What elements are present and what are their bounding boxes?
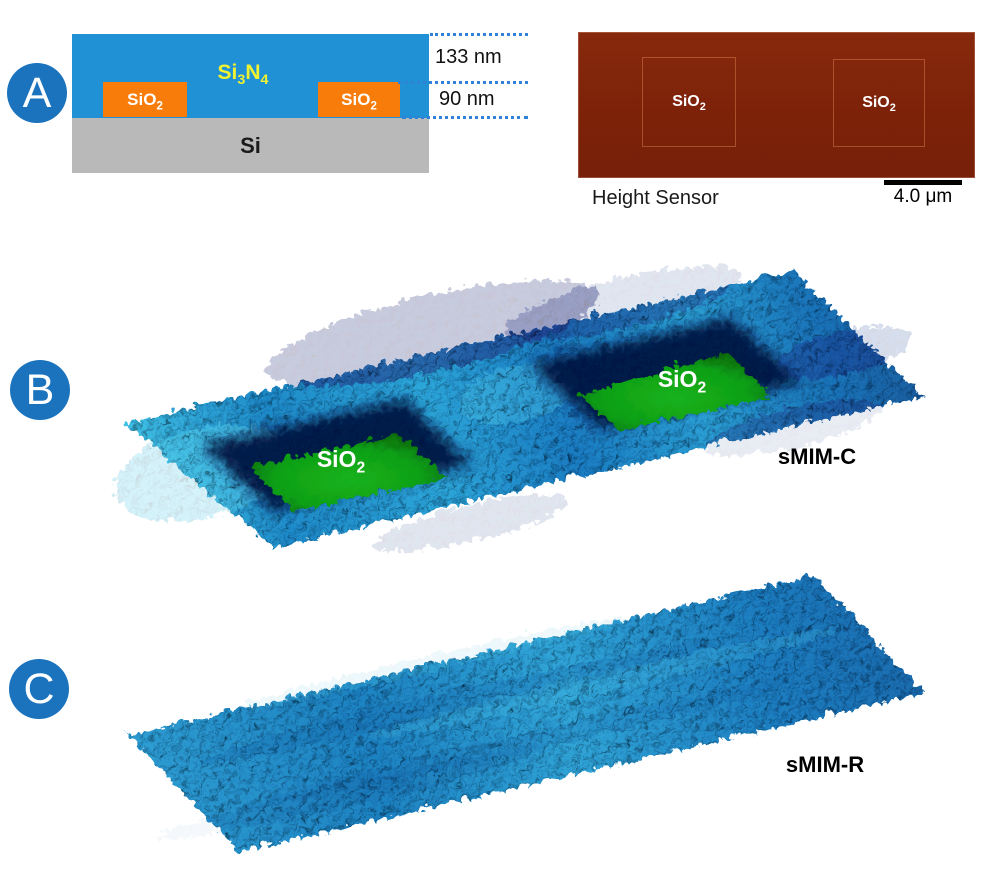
pit-label-left: SiO2: [316, 446, 366, 477]
substrate-layer: Si: [72, 118, 429, 173]
oxide-label: SiO2: [341, 89, 377, 112]
oxide-label: SiO2: [127, 89, 163, 112]
mode-label-smim-c: sMIM-C: [777, 444, 857, 469]
mode-label-smim-r: sMIM-R: [785, 752, 865, 777]
panel-c-badge: C: [9, 659, 69, 719]
panel-b-badge: B: [10, 360, 70, 420]
smim-r-surface: [125, 573, 922, 849]
scale-bar: [884, 180, 962, 185]
dim-dotted-line-bottom: [402, 116, 528, 119]
nitride-label-part: N: [245, 61, 261, 84]
afm-square-label: SiO2: [672, 93, 706, 114]
nitride-label: Si3N4: [180, 61, 306, 89]
nitride-label-part: Si: [217, 61, 238, 84]
dim-dotted-line-top: [430, 33, 528, 36]
nitride-label-sub: 3: [237, 72, 246, 89]
pit-label-right: SiO2: [657, 366, 707, 397]
afm-caption: Height Sensor: [592, 187, 719, 209]
oxide-block-left: SiO2: [103, 82, 187, 117]
dim-label-lower: 90 nm: [439, 88, 495, 110]
dim-dotted-line-middle: [398, 81, 528, 84]
afm-square-left: SiO2: [642, 57, 736, 147]
dim-label-upper: 133 nm: [435, 46, 502, 68]
smim-c-surface: [111, 263, 920, 549]
sio2-pit-left: [247, 431, 443, 509]
nitride-label-sub: 4: [260, 72, 269, 89]
panel-a-badge: A: [7, 63, 67, 123]
afm-height-image: SiO2 SiO2: [578, 32, 975, 178]
afm-square-right: SiO2: [833, 59, 925, 147]
afm-square-label: SiO2: [862, 94, 896, 115]
sio2-pit-right: [574, 349, 770, 427]
scale-bar-label: 4.0 μm: [893, 186, 953, 207]
oxide-block-right: SiO2: [318, 82, 400, 117]
substrate-label: Si: [240, 132, 261, 158]
